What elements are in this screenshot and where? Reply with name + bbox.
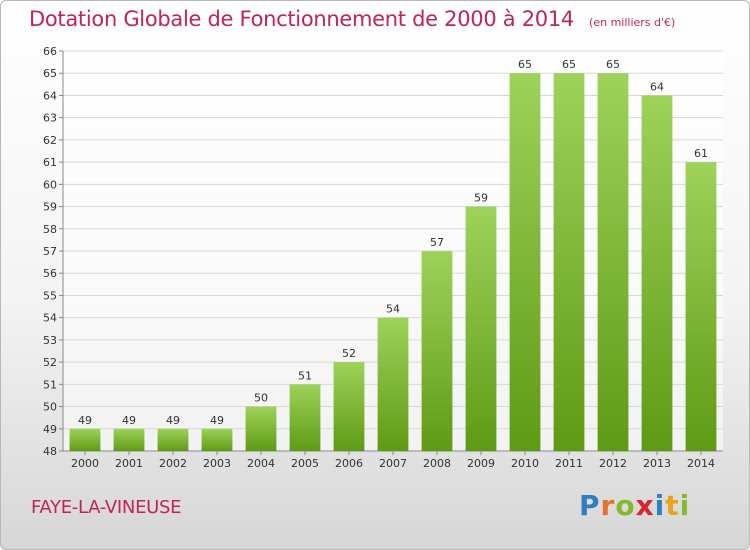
y-tick-label: 54	[43, 312, 57, 325]
bar	[377, 317, 409, 451]
logo-letter: i	[679, 489, 691, 522]
y-tick-label: 59	[43, 201, 57, 214]
y-tick-label: 65	[43, 67, 57, 80]
data-label: 61	[694, 147, 708, 160]
x-tick-label: 2002	[159, 457, 187, 470]
data-label: 49	[78, 414, 92, 427]
bar	[641, 95, 673, 451]
logo-letter: i	[654, 489, 666, 522]
y-tick-label: 52	[43, 356, 57, 369]
x-tick-label: 2000	[71, 457, 99, 470]
data-label: 49	[166, 414, 180, 427]
x-tick-label: 2004	[247, 457, 275, 470]
x-tick-label: 2005	[291, 457, 319, 470]
y-tick-label: 50	[43, 401, 57, 414]
x-tick-label: 2008	[423, 457, 451, 470]
data-label: 54	[386, 303, 400, 316]
logo-letter: P	[579, 489, 601, 522]
bar	[157, 428, 189, 451]
logo-letter: r	[600, 489, 616, 522]
x-tick-label: 2011	[555, 457, 583, 470]
data-label: 50	[254, 392, 268, 405]
y-tick-label: 62	[43, 134, 57, 147]
data-label: 49	[210, 414, 224, 427]
data-label: 49	[122, 414, 136, 427]
chart-title: Dotation Globale de Fonctionnement de 20…	[29, 7, 574, 31]
data-label: 51	[298, 369, 312, 382]
logo-letter: t	[665, 489, 680, 522]
y-tick-label: 63	[43, 112, 57, 125]
data-label: 52	[342, 347, 356, 360]
x-tick-label: 2001	[115, 457, 143, 470]
data-label: 65	[518, 58, 532, 71]
chart-title-block: Dotation Globale de Fonctionnement de 20…	[29, 7, 675, 31]
y-tick-label: 56	[43, 267, 57, 280]
x-tick-label: 2014	[687, 457, 715, 470]
bar	[421, 251, 453, 451]
data-label: 59	[474, 192, 488, 205]
bar	[113, 428, 145, 451]
proxiti-logo: Proxiti	[579, 489, 690, 522]
y-tick-label: 60	[43, 178, 57, 191]
y-tick-label: 66	[43, 45, 57, 58]
x-tick-label: 2012	[599, 457, 627, 470]
y-tick-label: 58	[43, 223, 57, 236]
logo-letter: o	[615, 489, 636, 522]
bar	[509, 73, 541, 451]
bar	[69, 428, 101, 451]
data-label: 64	[650, 80, 664, 93]
data-label: 65	[562, 58, 576, 71]
y-tick-label: 64	[43, 89, 57, 102]
bar	[201, 428, 233, 451]
chart-subtitle: (en milliers d'€)	[589, 16, 676, 29]
y-tick-label: 53	[43, 334, 57, 347]
bar	[553, 73, 585, 451]
y-tick-label: 57	[43, 245, 57, 258]
bar	[597, 73, 629, 451]
x-tick-label: 2010	[511, 457, 539, 470]
y-tick-label: 49	[43, 423, 57, 436]
y-tick-label: 48	[43, 445, 57, 458]
y-tick-label: 51	[43, 378, 57, 391]
logo-letter: x	[635, 489, 655, 522]
data-label: 65	[606, 58, 620, 71]
bar	[289, 384, 321, 451]
bar	[685, 162, 717, 451]
commune-name: FAYE-LA-VINEUSE	[31, 497, 182, 518]
x-tick-label: 2009	[467, 457, 495, 470]
y-tick-label: 55	[43, 289, 57, 302]
x-tick-label: 2007	[379, 457, 407, 470]
y-tick-label: 61	[43, 156, 57, 169]
x-tick-label: 2013	[643, 457, 671, 470]
x-tick-label: 2003	[203, 457, 231, 470]
x-tick-label: 2006	[335, 457, 363, 470]
bar	[465, 206, 497, 451]
data-label: 57	[430, 236, 444, 249]
bar	[245, 406, 277, 451]
bar	[333, 362, 365, 451]
